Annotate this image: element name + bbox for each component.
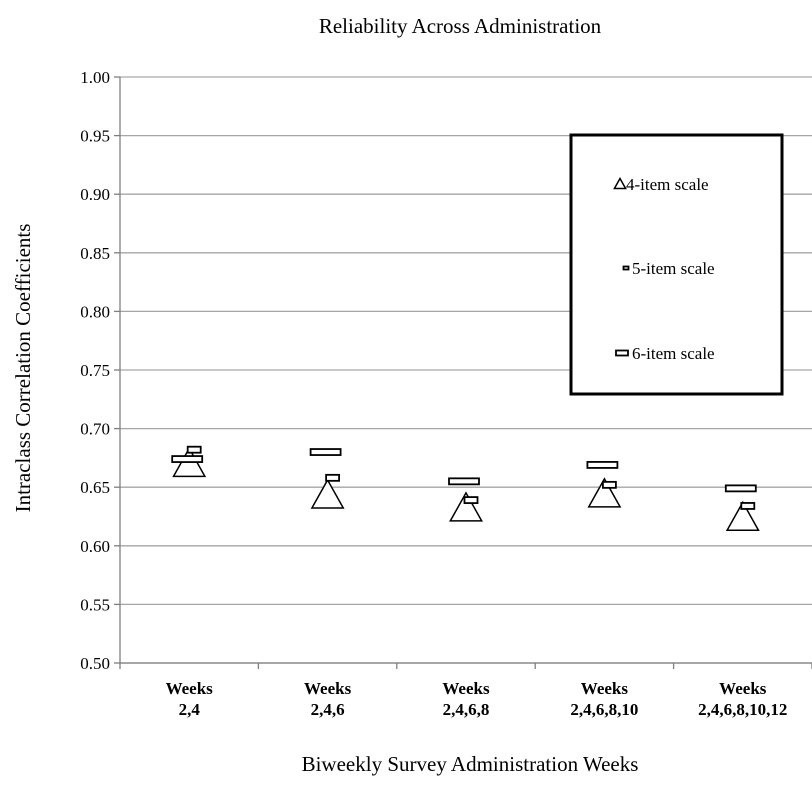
y-tick-labels: 0.50 0.55 0.60 0.65 0.70 0.75 0.80 0.85 0.90 0.95… [80, 68, 110, 673]
y-axis-label: Intraclass Correlation Coefficients [11, 224, 35, 513]
y-tick-label: 0.85 [80, 244, 110, 263]
x-tick-label: 2,4 [179, 700, 201, 719]
y-tick-label: 0.70 [80, 420, 110, 439]
marker-4-item-scale [587, 477, 622, 508]
x-tick-label: Weeks [581, 679, 629, 698]
legend-label: 4-item scale [626, 175, 709, 194]
marker-5-item-scale [325, 473, 341, 482]
x-tick-labels: Weeks 2,4 Weeks 2,4,6 Weeks 2,4,6,8 Weeks 2,4,6… [166, 679, 788, 719]
y-tick-label: 0.50 [80, 654, 110, 673]
y-tick-label: 0.55 [80, 595, 110, 614]
x-tick-label: 2,4,6,8 [443, 700, 490, 719]
x-tick-label: Weeks [442, 679, 490, 698]
x-tick-label: Weeks [719, 679, 767, 698]
legend-marker-bar [615, 349, 629, 357]
marker-6-item-scale [309, 448, 342, 456]
y-tick-label: 0.75 [80, 361, 110, 380]
legend-label: 5-item scale [632, 259, 715, 278]
legend-box [569, 133, 784, 396]
marker-6-item-scale [724, 484, 757, 493]
marker-5-item-scale [740, 502, 756, 510]
marker-5-item-scale [463, 496, 479, 504]
legend: 4-item scale 5-item scale 6-item scale [569, 133, 784, 396]
legend-marker-small-bar [622, 265, 630, 271]
y-tick-label: 0.90 [80, 185, 110, 204]
marker-4-item-scale [449, 491, 483, 522]
x-tick-label: Weeks [166, 679, 214, 698]
y-tick-label: 0.65 [80, 478, 110, 497]
marker-4-item-scale [725, 500, 760, 532]
x-axis-label: Biweekly Survey Administration Weeks [302, 752, 639, 776]
x-tick-label: 2,4,6 [311, 700, 345, 719]
y-tick-label: 0.80 [80, 302, 110, 321]
marker-5-item-scale [186, 445, 202, 454]
chart-title: Reliability Across Administration [319, 14, 602, 38]
x-tick-label: 2,4,6,8,10,12 [698, 700, 787, 719]
y-tick-label: 1.00 [80, 68, 110, 87]
y-tick-label: 0.60 [80, 537, 110, 556]
marker-6-item-scale [586, 461, 619, 469]
marker-6-item-scale [171, 455, 204, 463]
y-tick-label: 0.95 [80, 127, 110, 146]
marker-6-item-scale [448, 477, 480, 486]
legend-marker-triangle [613, 176, 627, 190]
legend-label: 6-item scale [632, 344, 715, 363]
marker-5-item-scale [602, 480, 617, 489]
axes [114, 76, 812, 669]
data-marks [171, 445, 760, 532]
x-tick-label: Weeks [304, 679, 352, 698]
marker-4-item-scale [310, 478, 345, 509]
x-tick-label: 2,4,6,8,10 [570, 700, 638, 719]
